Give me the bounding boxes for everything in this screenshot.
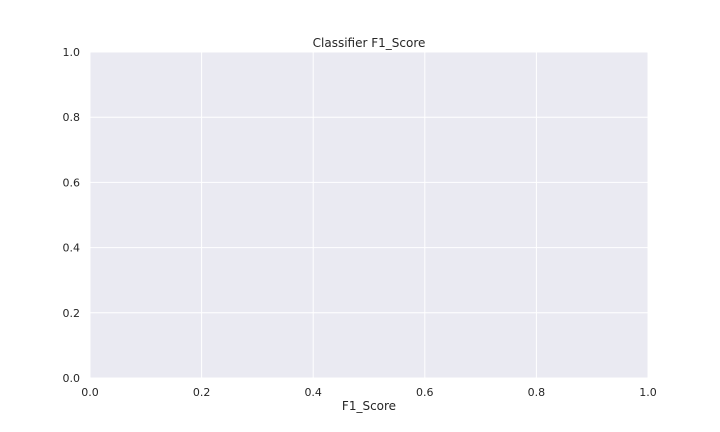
y-tick-label: 0.8	[63, 111, 81, 124]
x-tick-label: 0.8	[528, 386, 546, 399]
y-tick-label: 1.0	[63, 46, 81, 59]
y-tick-label: 0.4	[63, 242, 81, 255]
chart-title: Classifier F1_Score	[313, 36, 426, 50]
x-tick-label: 1.0	[639, 386, 657, 399]
grid-lines	[89, 51, 649, 379]
x-tick-label: 0.2	[193, 386, 211, 399]
x-axis-label: F1_Score	[342, 399, 396, 413]
y-tick-label: 0.0	[63, 372, 81, 385]
plot-area	[90, 52, 648, 378]
y-tick-label: 0.2	[63, 307, 81, 320]
y-tick-label: 0.6	[63, 176, 81, 189]
x-tick-labels: 0.0 0.2 0.4 0.6 0.8 1.0	[81, 386, 657, 399]
x-tick-label: 0.4	[304, 386, 322, 399]
x-tick-label: 0.0	[81, 386, 99, 399]
y-tick-labels: 0.0 0.2 0.4 0.6 0.8 1.0	[63, 46, 81, 385]
x-tick-label: 0.6	[416, 386, 434, 399]
